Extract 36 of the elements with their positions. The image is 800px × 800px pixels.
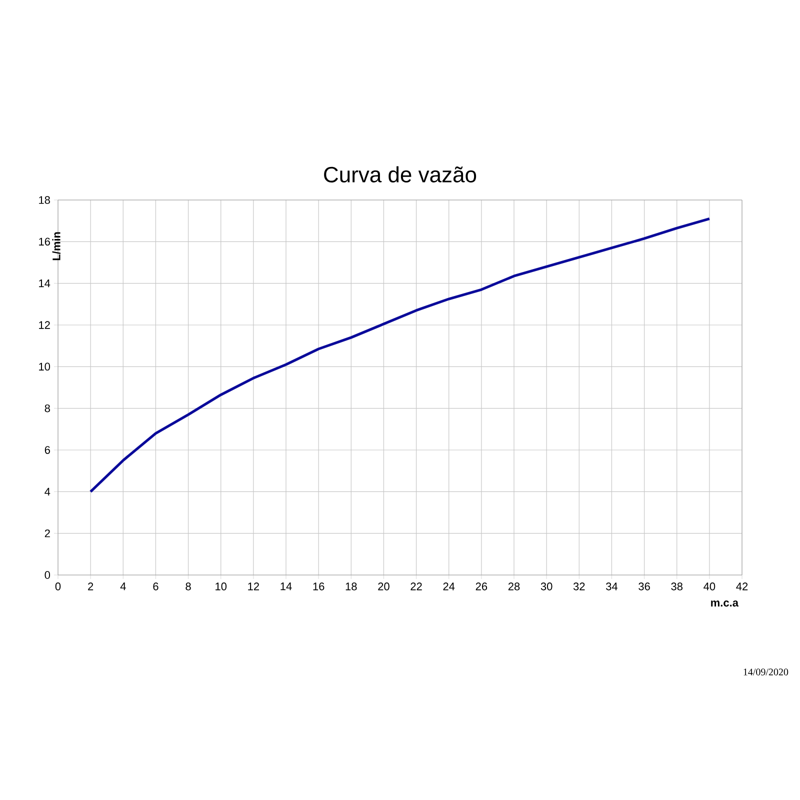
y-tick-label: 8 (44, 404, 50, 412)
x-tick-label: 26 (476, 582, 488, 590)
y-tick-label: 14 (39, 280, 50, 288)
x-tick-label: 28 (508, 582, 520, 590)
y-tick-label: 16 (39, 238, 50, 246)
x-tick-label: 2 (88, 582, 94, 590)
x-tick-label: 12 (248, 582, 259, 590)
text: 14/09/2020 (744, 668, 788, 676)
x-tick-label: 32 (573, 582, 585, 590)
x-tick-label: 20 (378, 582, 390, 590)
y-tick-label: 6 (44, 446, 50, 454)
x-tick-label: 6 (153, 582, 158, 590)
y-tick-label: 12 (39, 321, 50, 329)
y-tick-label: 2 (44, 530, 50, 538)
y-tick-label: 4 (44, 488, 50, 496)
y-tick-label: 0 (44, 571, 50, 579)
x-tick-label: 34 (606, 582, 618, 590)
x-axis-title: m.c.a (711, 600, 739, 607)
x-tick-label: 24 (443, 582, 455, 590)
x-tick-label: 36 (638, 582, 650, 590)
x-tick-label: 38 (671, 582, 682, 590)
x-tick-label: 22 (410, 582, 422, 590)
x-tick-label: 14 (280, 582, 292, 590)
y-tick-label: 10 (39, 362, 50, 371)
x-tick-label: 16 (313, 582, 324, 590)
x-tick-label: 18 (346, 582, 357, 590)
x-tick-label: 8 (186, 582, 191, 590)
chart-title: Curva de vazão (324, 166, 476, 182)
y-axis-title: L/min (52, 232, 60, 260)
x-tick-label: 40 (704, 582, 716, 590)
x-tick-label: 10 (216, 582, 227, 590)
x-tick-label: 42 (736, 582, 748, 590)
y-tick-label: 18 (39, 196, 50, 204)
x-tick-label: 4 (120, 582, 126, 590)
x-tick-label: 0 (55, 582, 61, 590)
x-tick-label: 30 (540, 582, 552, 590)
